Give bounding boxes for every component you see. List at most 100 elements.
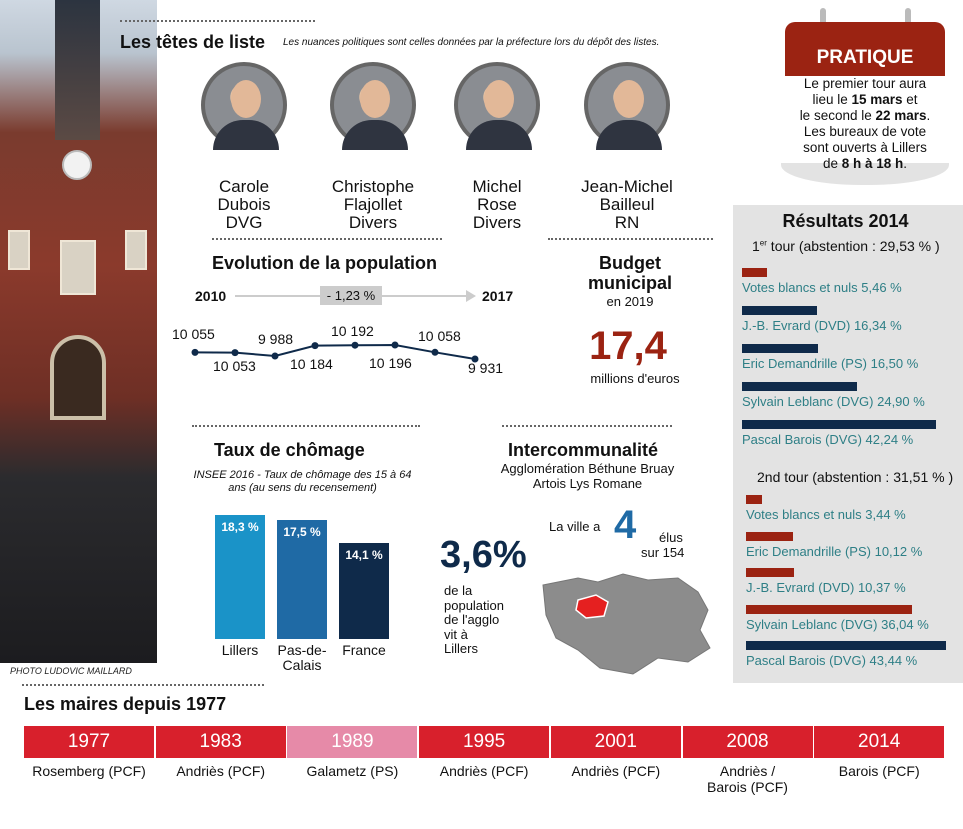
pratique-title: PRATIQUE	[785, 22, 945, 76]
candidate-portrait	[330, 62, 416, 150]
results-label: J.-B. Evrard (DVD) 10,37 %	[746, 580, 906, 595]
candidate-party: Divers	[472, 213, 522, 232]
pratique-card: PRATIQUE Le premier tour aura lieu le 15…	[781, 8, 949, 185]
divider	[120, 20, 315, 22]
interco-line: Artois Lys Romane	[532, 476, 643, 491]
photo-credit: PHOTO LUDOVIC MAILLARD	[10, 666, 132, 676]
population-value: 10 058	[418, 328, 461, 344]
population-start: 2010	[195, 288, 227, 304]
interco-line: Agglomération Béthune Bruay	[500, 461, 675, 476]
maires-title: Les maires depuis 1977	[24, 694, 227, 714]
candidate-portrait	[201, 62, 287, 150]
chomage-note: INSEE 2016 - Taux de chômage des 15 à 64…	[193, 469, 412, 494]
pratique-line: le second le 22 mars.	[799, 108, 931, 123]
interco-name: Agglomération Béthune Bruay Artois Lys R…	[480, 461, 695, 491]
chomage-category: Calais	[282, 657, 322, 673]
mayor-name: Barois (PCF)	[814, 763, 944, 779]
candidate-party: RN	[614, 213, 640, 232]
results-bar	[746, 641, 946, 650]
candidate-last-name: Dubois	[217, 195, 271, 214]
results-bar	[746, 495, 762, 504]
divider	[212, 238, 442, 240]
population-point	[351, 341, 359, 349]
elus-post: élus	[659, 530, 683, 545]
elus-pre: La ville a	[549, 519, 601, 534]
calendar-ring	[905, 8, 911, 34]
divider	[548, 238, 713, 240]
agglo-map	[542, 573, 711, 675]
population-point	[231, 349, 239, 357]
mayor-year-box: 2001	[550, 726, 681, 758]
population-value: 10 192	[331, 323, 374, 339]
population-value: 10 184	[290, 356, 333, 372]
interco-percent-caption: de la population de l'agglo vit à Liller…	[444, 583, 504, 657]
portrait-body	[213, 120, 279, 150]
chomage-bar	[215, 515, 265, 639]
portrait-body	[466, 120, 532, 150]
mayor-name-line: Rosemberg (PCF)	[32, 763, 146, 779]
population-point	[191, 348, 199, 356]
budget-unit: millions d'euros	[590, 371, 680, 386]
results-bar	[742, 268, 767, 277]
candidate-last-name: Bailleul	[599, 195, 655, 214]
results-bar	[742, 344, 818, 353]
results-t2-title: 2nd tour (abstention : 31,51 % )	[757, 469, 954, 485]
population-value: 10 055	[172, 326, 215, 342]
interco-percent: 3,6%	[440, 534, 527, 576]
candidate-first-name: Jean-Michel	[581, 177, 673, 196]
mayor-name: Andriès (PCF)	[419, 763, 549, 779]
results-bar	[746, 568, 794, 577]
window-shape	[60, 240, 96, 295]
elus-total: sur 154	[641, 545, 685, 560]
results-panel	[733, 205, 963, 683]
budget-value: 17,4	[589, 324, 667, 368]
budget-year: en 2019	[606, 294, 654, 309]
mayor-name-line: Galametz (PS)	[306, 763, 399, 779]
mayor-name-line: Barois (PCF)	[707, 779, 788, 795]
lillers-shape	[575, 594, 609, 619]
mayor-year-box: 1983	[155, 726, 286, 758]
mayor-name: Andriès (PCF)	[551, 763, 681, 779]
candidates-title: Les têtes de liste	[120, 32, 266, 52]
mayor-name-line: Andriès (PCF)	[176, 763, 266, 779]
mayor-name-line: Andriès /	[719, 763, 776, 779]
caption-line: population	[444, 597, 504, 613]
mayor-name-line: Barois (PCF)	[838, 763, 920, 779]
population-end: 2017	[482, 288, 514, 304]
chomage-bar	[277, 520, 327, 639]
pratique-text: Le premier tour aura lieu le 15 mars et …	[785, 76, 945, 172]
portrait-face	[360, 80, 390, 118]
calendar-ring	[820, 8, 826, 34]
clock-shape	[62, 150, 92, 180]
population-value: 10 196	[369, 355, 412, 371]
candidate-party: Divers	[348, 213, 398, 232]
results-bar	[742, 306, 817, 315]
window-shape	[125, 230, 147, 270]
population-value: 9 988	[258, 331, 294, 347]
budget-title-line: Budget	[599, 253, 661, 273]
results-bar	[746, 604, 912, 614]
population-change: - 1,23 %	[320, 286, 382, 305]
pratique-line: lieu le 15 mars et	[812, 92, 918, 107]
population-value: 10 053	[213, 358, 256, 374]
mayor-year-box: 1989	[287, 726, 418, 758]
portrait-face	[484, 80, 514, 118]
candidate-first-name: Michel	[472, 177, 522, 196]
elus-number: 4	[614, 503, 637, 547]
population-title: Evolution de la population	[212, 253, 437, 273]
chomage-bar-label: 17,5 %	[283, 525, 321, 539]
mayor-name: Galametz (PS)	[287, 763, 417, 779]
agglo-shape	[542, 573, 711, 675]
mayor-year-box: 1977	[24, 726, 154, 758]
population-line-chart	[191, 341, 479, 363]
budget-title: Budget municipal	[560, 253, 700, 293]
mayor-name: Rosemberg (PCF)	[24, 763, 154, 779]
caption-line: Lillers	[444, 641, 478, 656]
candidate-last-name: Flajollet	[343, 195, 403, 214]
results-label: Pascal Barois (DVG) 43,44 %	[746, 653, 918, 668]
chomage-category: France	[342, 642, 386, 658]
results-label: Votes blancs et nuls 5,46 %	[742, 280, 902, 295]
candidate-first-name: Carole	[218, 177, 270, 196]
results-bar	[746, 531, 793, 541]
chomage-category: Pas-de-	[277, 642, 327, 658]
